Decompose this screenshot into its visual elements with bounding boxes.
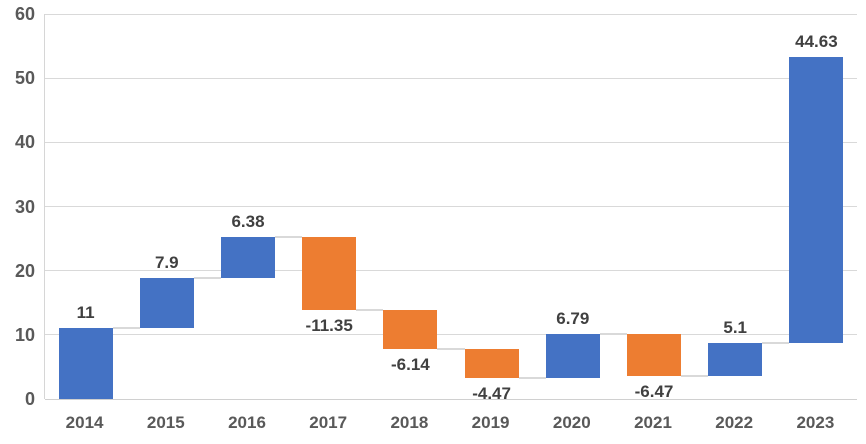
bar-decrease — [627, 334, 681, 376]
y-tick-label: 40 — [14, 132, 35, 153]
waterfall-connector — [356, 308, 384, 311]
x-axis-line — [45, 399, 857, 400]
bar-decrease — [464, 349, 519, 378]
waterfall-connector — [193, 276, 221, 279]
data-label: -6.14 — [391, 355, 430, 374]
x-tick-label: 2018 — [390, 413, 429, 432]
x-tick-label: 2017 — [309, 413, 348, 432]
x-tick-label: 2023 — [796, 413, 835, 432]
data-label: 7.9 — [154, 252, 179, 272]
data-label: -4.47 — [472, 383, 511, 403]
x-tick-label: 2022 — [715, 413, 754, 432]
waterfall-connector — [762, 341, 790, 344]
waterfall-connector — [112, 327, 140, 330]
data-label: 6.79 — [556, 309, 590, 329]
data-label: 11 — [76, 303, 95, 323]
gridline — [45, 141, 857, 143]
y-tick-label: 50 — [14, 68, 35, 89]
y-tick-label: 20 — [14, 260, 35, 281]
gridline — [45, 334, 857, 336]
data-label: -11.35 — [305, 315, 353, 335]
waterfall-connector — [275, 235, 303, 238]
plot-area: 11 7.9 6.38 -11.35 -6.14 -4.47 6.79 -6.47 5.1 44.… — [44, 13, 857, 403]
bar-increase — [708, 342, 763, 376]
x-tick-label: 2020 — [552, 413, 591, 432]
y-tick-label: 0 — [24, 389, 35, 409]
x-tick-label: 2014 — [65, 413, 104, 432]
bar-increase — [221, 236, 275, 278]
bar-increase — [545, 334, 600, 378]
bar-increase — [58, 328, 113, 399]
waterfall-connector — [599, 333, 627, 336]
data-label: 5.1 — [723, 317, 747, 337]
gridline — [45, 270, 857, 272]
bar-decrease — [302, 236, 357, 310]
bar-increase — [789, 56, 844, 343]
y-tick-label: 10 — [14, 324, 35, 345]
y-tick-label: 30 — [14, 196, 35, 217]
bar-decrease — [383, 309, 438, 349]
gridline — [45, 77, 857, 79]
x-tick-label: 2015 — [146, 413, 185, 432]
x-tick-label: 2016 — [228, 413, 266, 432]
data-label: -6.47 — [634, 381, 674, 401]
gridline — [45, 206, 857, 207]
data-label: 44.63 — [795, 31, 838, 51]
gridline — [45, 13, 857, 15]
x-tick-label: 2021 — [634, 413, 672, 432]
waterfall-connector — [437, 348, 465, 350]
y-tick-label: 60 — [14, 4, 35, 24]
x-tick-label: 2019 — [471, 413, 510, 432]
waterfall-connector — [518, 376, 546, 379]
bar-increase — [139, 277, 194, 329]
waterfall-connector — [681, 374, 709, 377]
data-label: 6.38 — [231, 211, 265, 231]
